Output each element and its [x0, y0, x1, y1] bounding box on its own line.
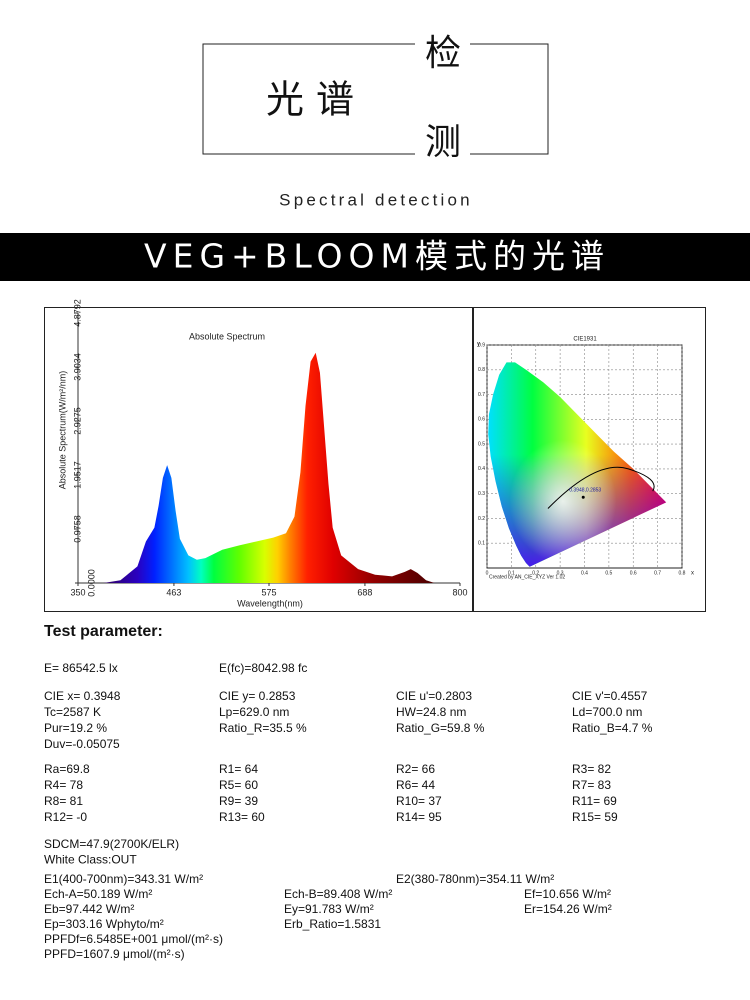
param: R13= 60: [219, 810, 265, 824]
header: 光 谱 检 测 Spectral detection: [202, 33, 549, 209]
y-tick-label: 0.4: [478, 466, 485, 472]
y-tick-label: 0.9758: [72, 515, 82, 543]
y-tick-label: 0.9: [478, 342, 485, 348]
param: R7= 83: [572, 778, 611, 792]
param: Lp=629.0 nm: [219, 705, 289, 719]
x-tick-label: 0.1: [508, 570, 515, 576]
credit: Created by AN_CIE_XYZ Ver 1.02: [489, 574, 565, 580]
param: Ep=303.16 Wphyto/m²: [44, 917, 164, 931]
x-axis-label: x: [691, 571, 694, 577]
x-tick-label: 463: [166, 587, 181, 597]
param: R15= 59: [572, 810, 618, 824]
param: R8= 81: [44, 794, 83, 808]
param: Ef=10.656 W/m²: [524, 887, 611, 901]
y-tick-label: 3.9034: [72, 353, 82, 381]
y-axis-label: Absolute Spectrum(W/m²/nm): [57, 371, 67, 490]
cie-gamut: [488, 362, 667, 567]
param: R10= 37: [396, 794, 442, 808]
chromaticity-point: [581, 495, 585, 499]
x-tick-label: 0.5: [605, 570, 612, 576]
y-tick-label: 0.2: [478, 516, 485, 522]
y-tick-label: 0.1: [478, 541, 485, 547]
y-tick-label: 0.8: [478, 367, 485, 373]
param: E(fc)=8042.98 fc: [219, 661, 307, 675]
param: R4= 78: [44, 778, 83, 792]
x-tick-label: 0.2: [532, 570, 539, 576]
y-tick-label: 0.6: [478, 417, 485, 423]
param: Pur=19.2 %: [44, 721, 107, 735]
param: Ratio_B=4.7 %: [572, 721, 653, 735]
point-label: 0.3948,0.2853: [569, 488, 601, 494]
param: CIE y= 0.2853: [219, 689, 296, 703]
x-tick-label: 575: [261, 587, 276, 597]
y-tick-label: 0.7: [478, 392, 485, 398]
x-tick-label: 0.4: [581, 570, 588, 576]
x-tick-label: 688: [357, 587, 372, 597]
param: Er=154.26 W/m²: [524, 902, 612, 916]
param: Eb=97.442 W/m²: [44, 902, 134, 916]
param: R9= 39: [219, 794, 258, 808]
param: R12= -0: [44, 810, 87, 824]
y-tick-label: 4.8792: [72, 299, 82, 327]
param: Duv=-0.05075: [44, 737, 120, 751]
chart-title: Absolute Spectrum: [189, 331, 265, 341]
param: E= 86542.5 lx: [44, 661, 118, 675]
param: Ratio_R=35.5 %: [219, 721, 307, 735]
header-title: 光 谱: [266, 78, 354, 122]
param: R6= 44: [396, 778, 435, 792]
y-tick-label: 1.9517: [72, 461, 82, 489]
param: R1= 64: [219, 762, 258, 776]
param: Ech-B=89.408 W/m²: [284, 887, 392, 901]
x-tick-label: 350: [70, 587, 85, 597]
param: HW=24.8 nm: [396, 705, 466, 719]
header-title: 检: [425, 33, 461, 74]
param: Ech-A=50.189 W/m²: [44, 887, 152, 901]
param: E1(400-700nm)=343.31 W/m²: [44, 872, 203, 886]
param: White Class:OUT: [44, 853, 137, 867]
param: E2(380-780nm)=354.11 W/m²: [396, 872, 554, 886]
param: CIE u'=0.2803: [396, 689, 472, 703]
param: R5= 60: [219, 778, 258, 792]
y-tick-label: 0.5: [478, 441, 485, 447]
y-tick-label: 0.3: [478, 491, 485, 497]
y-tick-label: 2.9275: [72, 407, 82, 435]
header-subtitle: Spectral detection: [279, 190, 473, 209]
x-tick-label: 0.7: [654, 570, 661, 576]
param: Erb_Ratio=1.5831: [284, 917, 381, 931]
cie-chart: 0 0.1 0.2 0.3 0.4 0.5 0.6 0.7 0.8 0.1 0.2 0.3 0.4 0.5…: [477, 337, 694, 581]
param: Tc=2587 K: [44, 705, 101, 719]
chart-title: CIE1931: [573, 337, 597, 343]
header-title: 测: [425, 122, 461, 163]
param: PPFDf=6.5485E+001 μmol/(m²·s): [44, 932, 223, 946]
x-tick-label: 0.8: [679, 570, 686, 576]
x-tick-label: 0.6: [630, 570, 637, 576]
y-axis-label: y: [477, 342, 480, 348]
banner-bg: [0, 233, 750, 281]
param: R14= 95: [396, 810, 442, 824]
param: Ra=69.8: [44, 762, 90, 776]
param: Ratio_G=59.8 %: [396, 721, 485, 735]
x-tick-label: 0.3: [557, 570, 564, 576]
param: Ey=91.783 W/m²: [284, 902, 374, 916]
param: CIE x= 0.3948: [44, 689, 121, 703]
x-tick-label: 0: [486, 570, 489, 576]
header-frame: [202, 43, 549, 155]
param: CIE v'=0.4557: [572, 689, 648, 703]
param: R2= 66: [396, 762, 435, 776]
y-tick-label: 0.0000: [86, 569, 96, 597]
x-axis-label: Wavelength(nm): [237, 598, 303, 608]
banner-title: VEG+BLOOM模式的光谱: [144, 237, 610, 276]
param: PPFD=1607.9 μmol/(m²·s): [44, 947, 185, 961]
param: Ld=700.0 nm: [572, 705, 642, 719]
spectrum-chart: 350 463 575 688 800 0.0000 0.9758 1.9517 2.9275 3…: [57, 299, 467, 608]
params: E= 86542.5 lx E(fc)=8042.98 fc CIE x= 0.39…: [44, 661, 653, 961]
x-tick-label: 800: [452, 587, 467, 597]
params-heading: Test parameter:: [44, 623, 163, 640]
planck-locus: [547, 466, 655, 509]
param: R11= 69: [572, 794, 617, 808]
param: R3= 82: [572, 762, 611, 776]
param: SDCM=47.9(2700K/ELR): [44, 837, 179, 851]
